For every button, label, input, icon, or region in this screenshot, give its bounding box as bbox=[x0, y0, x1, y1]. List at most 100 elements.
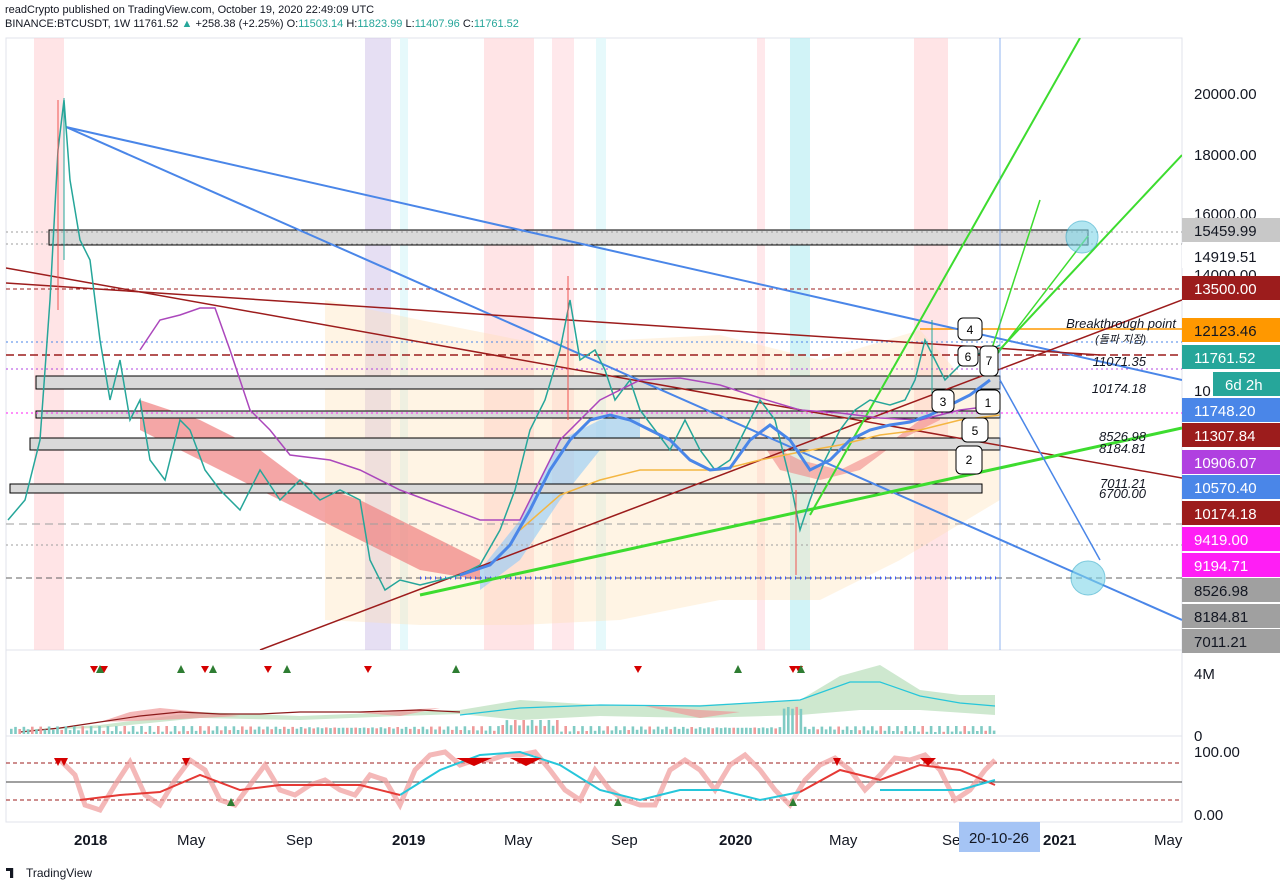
oscillator-tick: 0.00 bbox=[1194, 807, 1223, 824]
volume-bar bbox=[161, 731, 164, 734]
y-tick: 20000.00 bbox=[1194, 86, 1257, 103]
volume-bar bbox=[404, 726, 408, 734]
x-tick: May bbox=[1154, 832, 1183, 849]
price-label: 8184.81 bbox=[1194, 609, 1248, 626]
volume-bar bbox=[43, 729, 47, 734]
volume-bar bbox=[253, 729, 257, 734]
volume-bar bbox=[463, 726, 467, 734]
price-label-bg bbox=[1182, 475, 1280, 499]
volume-bar bbox=[673, 726, 677, 734]
volume-bar bbox=[892, 731, 895, 734]
volume-bar bbox=[224, 726, 227, 734]
publish-info: readCrypto published on TradingView.com,… bbox=[5, 4, 375, 16]
open-value: 11503.14 bbox=[298, 18, 344, 30]
volume-bar bbox=[984, 730, 987, 734]
volume-bar bbox=[169, 731, 173, 734]
price-label-bg bbox=[1182, 501, 1280, 525]
volume-bar bbox=[812, 726, 815, 734]
volume-bar bbox=[644, 729, 647, 734]
volume-bar bbox=[157, 726, 160, 734]
price-label: 7011.21 bbox=[1194, 634, 1247, 651]
volume-bar bbox=[543, 726, 546, 734]
volume-bar bbox=[606, 726, 609, 734]
price-label-bg bbox=[1182, 318, 1280, 342]
volume-bar bbox=[459, 730, 462, 734]
price-label: 11748.20 bbox=[1194, 403, 1255, 420]
open-label: O: bbox=[286, 18, 299, 30]
svg-text:3: 3 bbox=[940, 395, 947, 409]
target-circle-icon bbox=[1065, 220, 1099, 254]
volume-bar bbox=[938, 726, 941, 734]
volume-bar bbox=[761, 727, 765, 734]
volume-bar bbox=[648, 726, 651, 734]
volume-bar bbox=[913, 726, 916, 734]
level-label: 7011.21 bbox=[1100, 476, 1146, 491]
volume-bar bbox=[173, 726, 177, 734]
volume-pane bbox=[5, 649, 1183, 737]
volume-bar bbox=[509, 725, 513, 734]
high-label: H: bbox=[346, 18, 358, 30]
wave-labels: 4 6 7 3 1 5 2 bbox=[931, 317, 1001, 475]
volume-bar bbox=[73, 726, 76, 734]
volume-bar bbox=[841, 729, 845, 734]
signal-arrows bbox=[90, 665, 805, 673]
volume-bar bbox=[26, 729, 30, 734]
volume-bar bbox=[115, 726, 118, 734]
volume-bar bbox=[379, 727, 383, 734]
volume-bar bbox=[530, 720, 534, 734]
volume-bar bbox=[652, 729, 656, 734]
level-label: 10174.18 bbox=[1092, 381, 1147, 396]
volume-bar bbox=[854, 726, 857, 734]
volume-bar bbox=[619, 730, 622, 734]
price-label: 10570.40 bbox=[1194, 480, 1257, 497]
volume-bar bbox=[320, 728, 324, 734]
volume-bar bbox=[77, 730, 80, 734]
price-label-bg bbox=[1182, 527, 1280, 551]
svg-text:6: 6 bbox=[965, 350, 972, 364]
volume-bar bbox=[749, 727, 752, 734]
volume-bar bbox=[31, 726, 34, 734]
cursor-date-badge bbox=[959, 822, 1040, 852]
volume-bar bbox=[152, 731, 156, 734]
level-label: 11071.35 bbox=[1093, 354, 1147, 369]
volume-bar bbox=[388, 727, 391, 734]
last-price: 11761.52 bbox=[133, 18, 179, 30]
x-tick: 2020 bbox=[719, 832, 752, 849]
volume-bar bbox=[963, 726, 966, 734]
volume-bar bbox=[350, 727, 353, 734]
volume-bar bbox=[199, 726, 202, 734]
volume-bar bbox=[488, 726, 492, 734]
price-label: 13500.00 bbox=[1194, 281, 1257, 298]
volume-bar bbox=[480, 726, 483, 734]
volume-bar bbox=[89, 726, 93, 734]
volume-bar bbox=[959, 731, 962, 734]
volume-bar bbox=[119, 731, 122, 734]
volume-bar bbox=[274, 726, 278, 734]
volume-bar bbox=[925, 731, 929, 734]
volume-bar bbox=[980, 726, 983, 734]
volume-bar bbox=[425, 729, 429, 734]
volume-bar bbox=[946, 726, 950, 734]
price-label-bg bbox=[1182, 450, 1280, 474]
volume-bar bbox=[778, 727, 782, 734]
price-label: 11761.52 bbox=[1194, 350, 1255, 367]
volume-bar bbox=[669, 729, 672, 734]
price-label: 9419.00 bbox=[1194, 532, 1248, 549]
x-tick: Sep bbox=[611, 832, 638, 849]
volume-bar bbox=[35, 729, 38, 734]
volume-bar bbox=[732, 727, 735, 734]
volume-bar bbox=[917, 731, 920, 734]
ohlc-legend: BINANCE:BTCUSDT, 1W 11761.52 ▲ +258.38 (… bbox=[5, 18, 519, 30]
volume-bar bbox=[677, 728, 681, 734]
volume-bar bbox=[585, 731, 588, 734]
volume-bar bbox=[883, 730, 887, 734]
price-label-bg bbox=[1213, 372, 1280, 396]
volume-bar bbox=[392, 728, 395, 734]
volume-bar bbox=[535, 725, 538, 734]
volume-bar bbox=[858, 730, 861, 734]
zone-box bbox=[9, 483, 983, 494]
volume-bar bbox=[556, 720, 559, 734]
volume-bar bbox=[715, 727, 719, 734]
volume-bar bbox=[694, 728, 698, 734]
